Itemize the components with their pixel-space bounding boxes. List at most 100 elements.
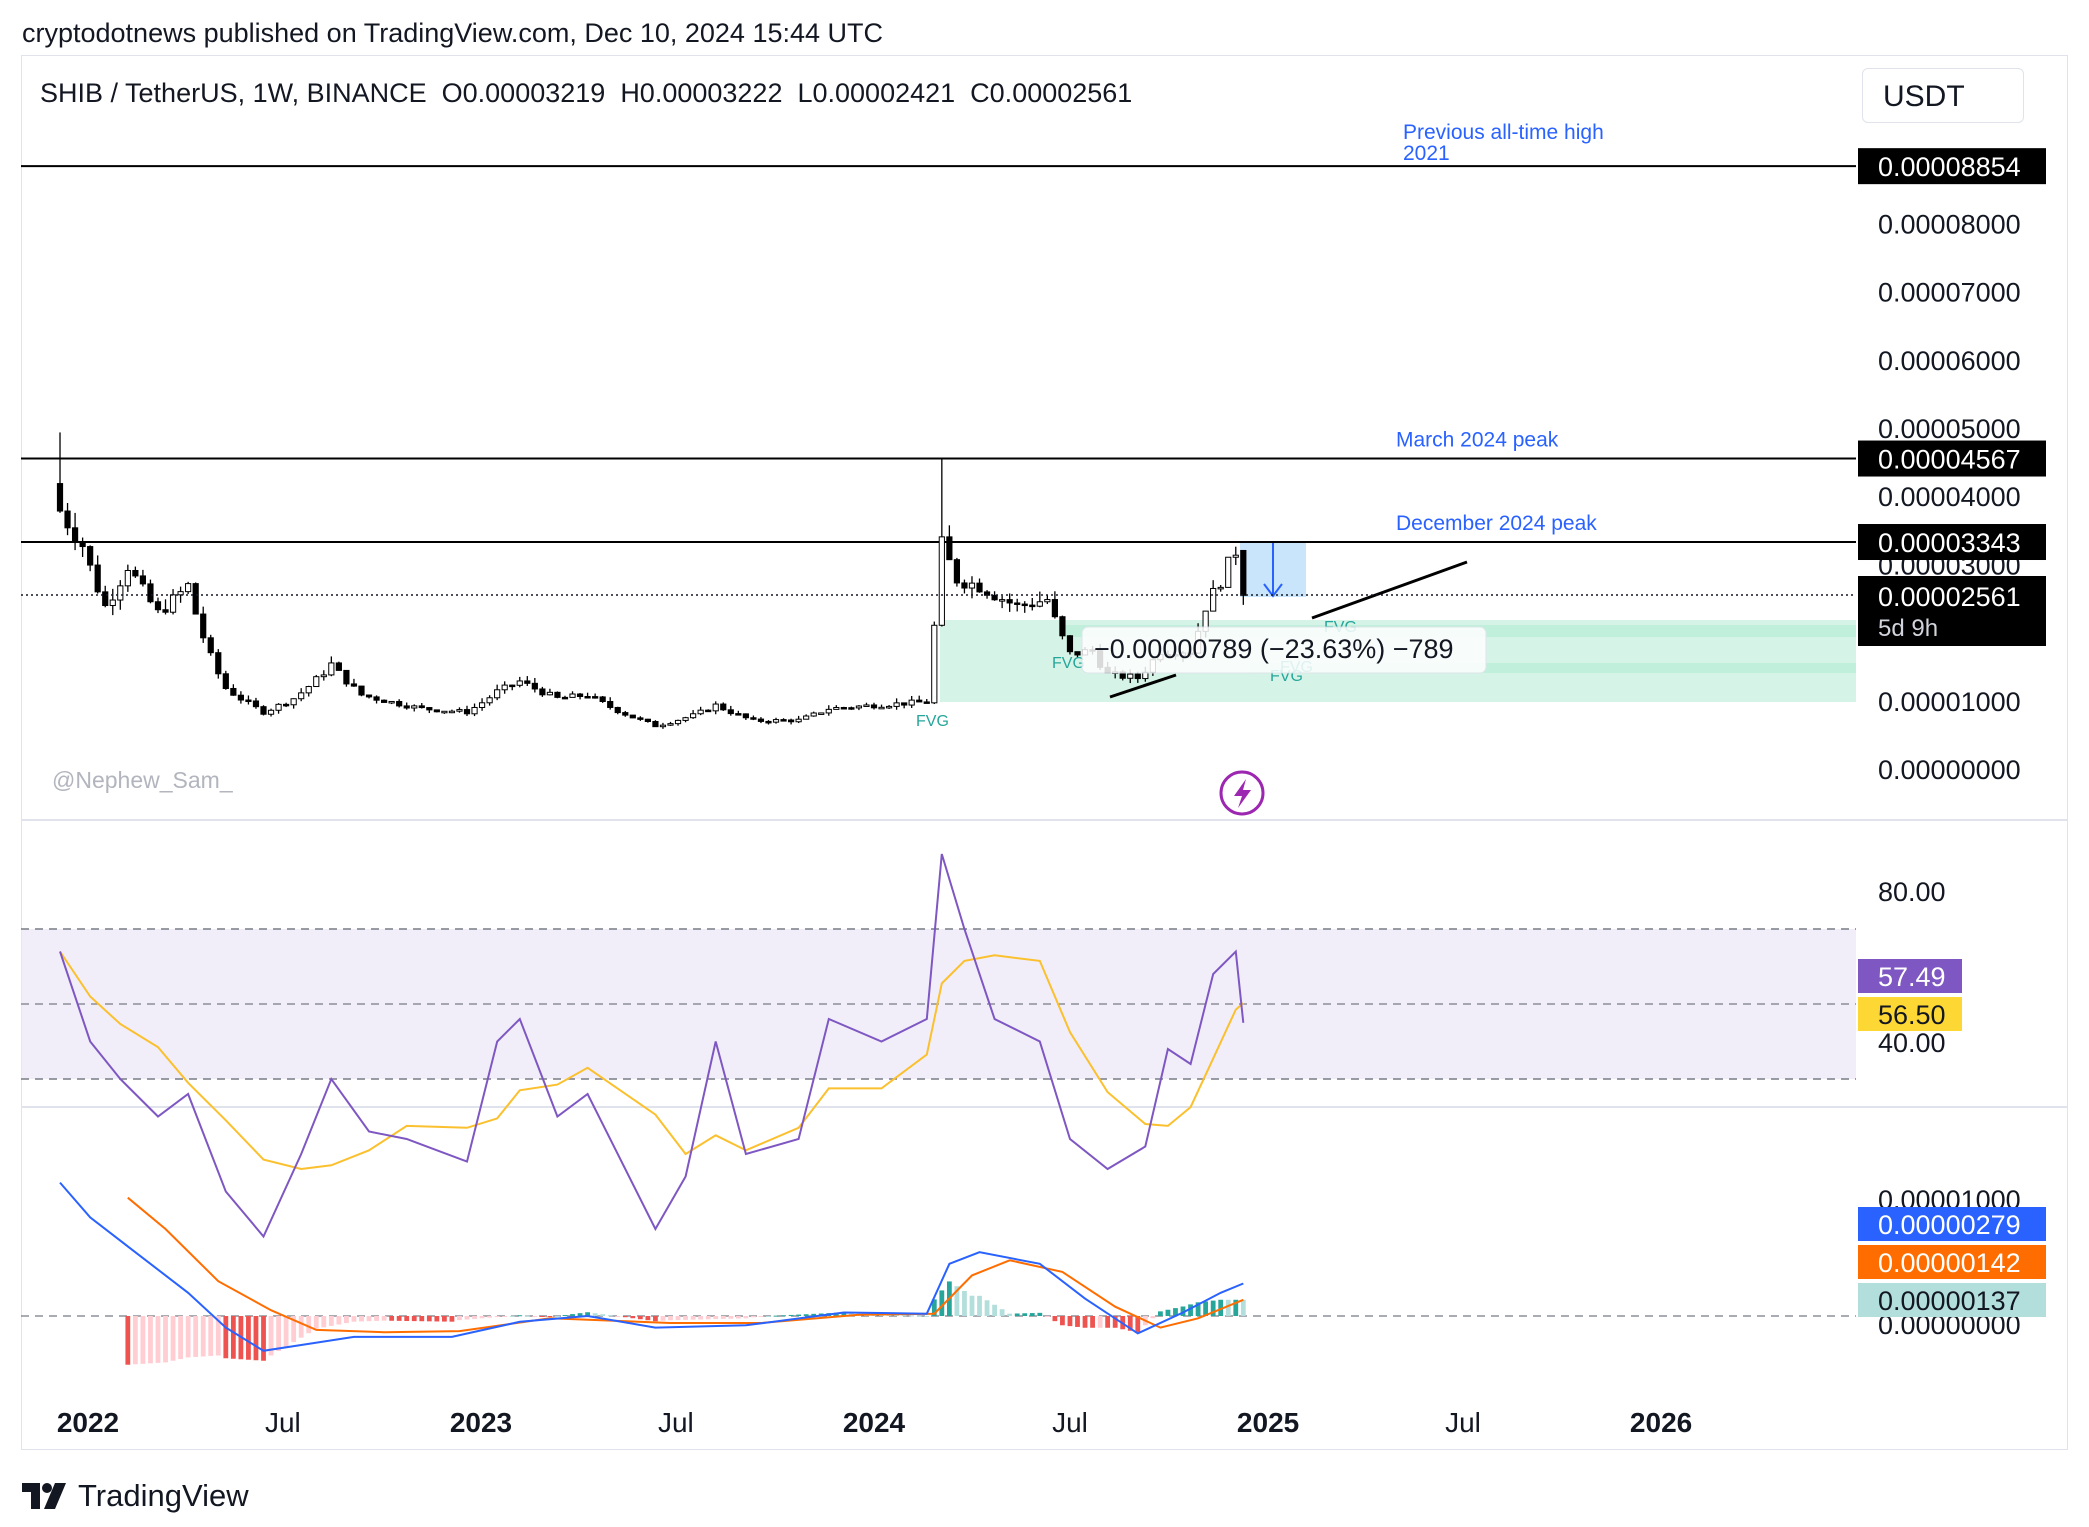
symbol-pair[interactable]: SHIB / TetherUS, 1W, BINANCE (40, 78, 427, 108)
macd-histogram-bar (962, 1290, 967, 1316)
time-tick: 2023 (450, 1407, 512, 1438)
macd-histogram-bar (773, 1315, 779, 1317)
last-price-box (1858, 576, 2046, 646)
candle-body (252, 700, 260, 708)
candle-body (931, 624, 938, 704)
level-price-box (1858, 524, 2046, 561)
candle-body (124, 569, 131, 587)
macd-histogram-bar (1082, 1316, 1088, 1328)
macd-histogram-bar (683, 1316, 688, 1320)
candle-body (1006, 599, 1013, 604)
chart-frame (21, 55, 2068, 1450)
macd-histogram-bar (200, 1316, 206, 1357)
trend-line-projection[interactable] (1311, 560, 1468, 620)
candle-body (426, 707, 433, 711)
macd-histogram-bar (735, 1316, 741, 1319)
candle-body (795, 718, 802, 723)
macd-histogram-bar (698, 1316, 704, 1320)
macd-histogram-bar (1195, 1302, 1201, 1316)
candle-body (275, 703, 282, 711)
candle-body (644, 718, 651, 722)
time-tick: 2025 (1237, 1407, 1299, 1438)
candle-body (478, 702, 486, 708)
candle-body (418, 705, 425, 709)
macd-histogram-bar (170, 1316, 176, 1361)
macd-histogram-bar (1210, 1300, 1216, 1316)
time-tick: Jul (1052, 1407, 1088, 1438)
macd-histogram-bar (328, 1316, 334, 1326)
candle-body (200, 613, 207, 639)
macd-histogram-bar (291, 1316, 297, 1343)
macd-histogram-bar (1052, 1316, 1058, 1322)
candle-body (1014, 602, 1021, 605)
candle-body (818, 712, 825, 715)
candle-body (607, 700, 614, 708)
macd-histogram-bar (178, 1316, 183, 1360)
fvg-label-2: FVG (1052, 655, 1085, 672)
price-tick: 0.00006000 (1878, 346, 2021, 376)
macd-histogram-bar (1067, 1316, 1073, 1327)
candle-body (1210, 587, 1217, 612)
level-price-label: 0.00003343 (1878, 528, 2021, 558)
candle-body (260, 706, 267, 715)
fvg-label-1: FVG (916, 713, 949, 730)
candle-body (380, 699, 388, 703)
macd-histogram-bar (622, 1316, 628, 1318)
macd-histogram-bar (1105, 1316, 1111, 1328)
macd-histogram-bar (1158, 1311, 1163, 1316)
symbol-info: SHIB / TetherUS, 1W, BINANCE O0.00003219… (40, 78, 1132, 109)
candle-body (373, 696, 380, 701)
macd-histogram-bar (999, 1309, 1005, 1316)
trend-line-support[interactable] (1109, 673, 1177, 699)
candle-body (554, 691, 561, 698)
candle-body (569, 693, 576, 698)
macd-histogram-bar (939, 1290, 945, 1316)
macd-histogram-bar (472, 1316, 477, 1319)
macd-histogram-bar (261, 1316, 266, 1361)
rsi-group (59, 853, 1245, 1239)
macd-histogram-bar (434, 1316, 440, 1322)
candle-body (207, 637, 214, 654)
time-tick: Jul (658, 1407, 694, 1438)
macd-histogram-bar (615, 1316, 621, 1317)
candle-body (185, 583, 192, 593)
candle-body (531, 682, 538, 690)
candle-body (132, 569, 139, 577)
macd-histogram-bar (539, 1316, 545, 1317)
candle-body (825, 708, 832, 714)
candle-body (147, 583, 154, 603)
macd-histogram-bar (1218, 1299, 1224, 1316)
price-axis[interactable]: 0.00008000 0.00007000 0.00006000 0.00005000… (1878, 209, 2021, 785)
candle-body (177, 591, 184, 596)
macd-histogram-bar (411, 1316, 417, 1322)
time-tick: Jul (1445, 1407, 1481, 1438)
candle-body (1225, 556, 1232, 588)
candle-body (524, 680, 531, 684)
time-axis[interactable]: 2022 Jul 2023 Jul 2024 Jul 2025 Jul 2026 (57, 1407, 1692, 1438)
candle-body (923, 701, 930, 704)
measure-tooltip-bg (1081, 626, 1487, 674)
rsi-line (59, 853, 1245, 1239)
price-tick: 0.00004000 (1878, 482, 2021, 512)
tradingview-logo[interactable]: TradingView (22, 1476, 249, 1516)
candle-body (79, 541, 86, 548)
macd-histogram-bar (313, 1316, 319, 1329)
macd-histogram-bar (208, 1316, 214, 1356)
currency-selector[interactable]: USDT (1862, 68, 2024, 123)
hist-value-box (1858, 1283, 2046, 1317)
candle-body (222, 673, 229, 689)
candle-body (901, 702, 908, 706)
watermark: @Nephew_Sam_ (52, 767, 234, 793)
macd-histogram-bar (1127, 1316, 1133, 1331)
macd-histogram-bar (1112, 1316, 1118, 1328)
macd-histogram-bar (728, 1316, 734, 1319)
candle-body (396, 700, 403, 707)
price-tick: 0.00005000 (1878, 414, 2021, 444)
candle-body (1074, 651, 1081, 656)
macd-histogram-bar (720, 1316, 726, 1319)
macd-histogram-bar (705, 1316, 711, 1320)
candle-body (1021, 603, 1028, 607)
candle-body (456, 709, 463, 712)
lightning-icon[interactable] (1219, 770, 1265, 816)
